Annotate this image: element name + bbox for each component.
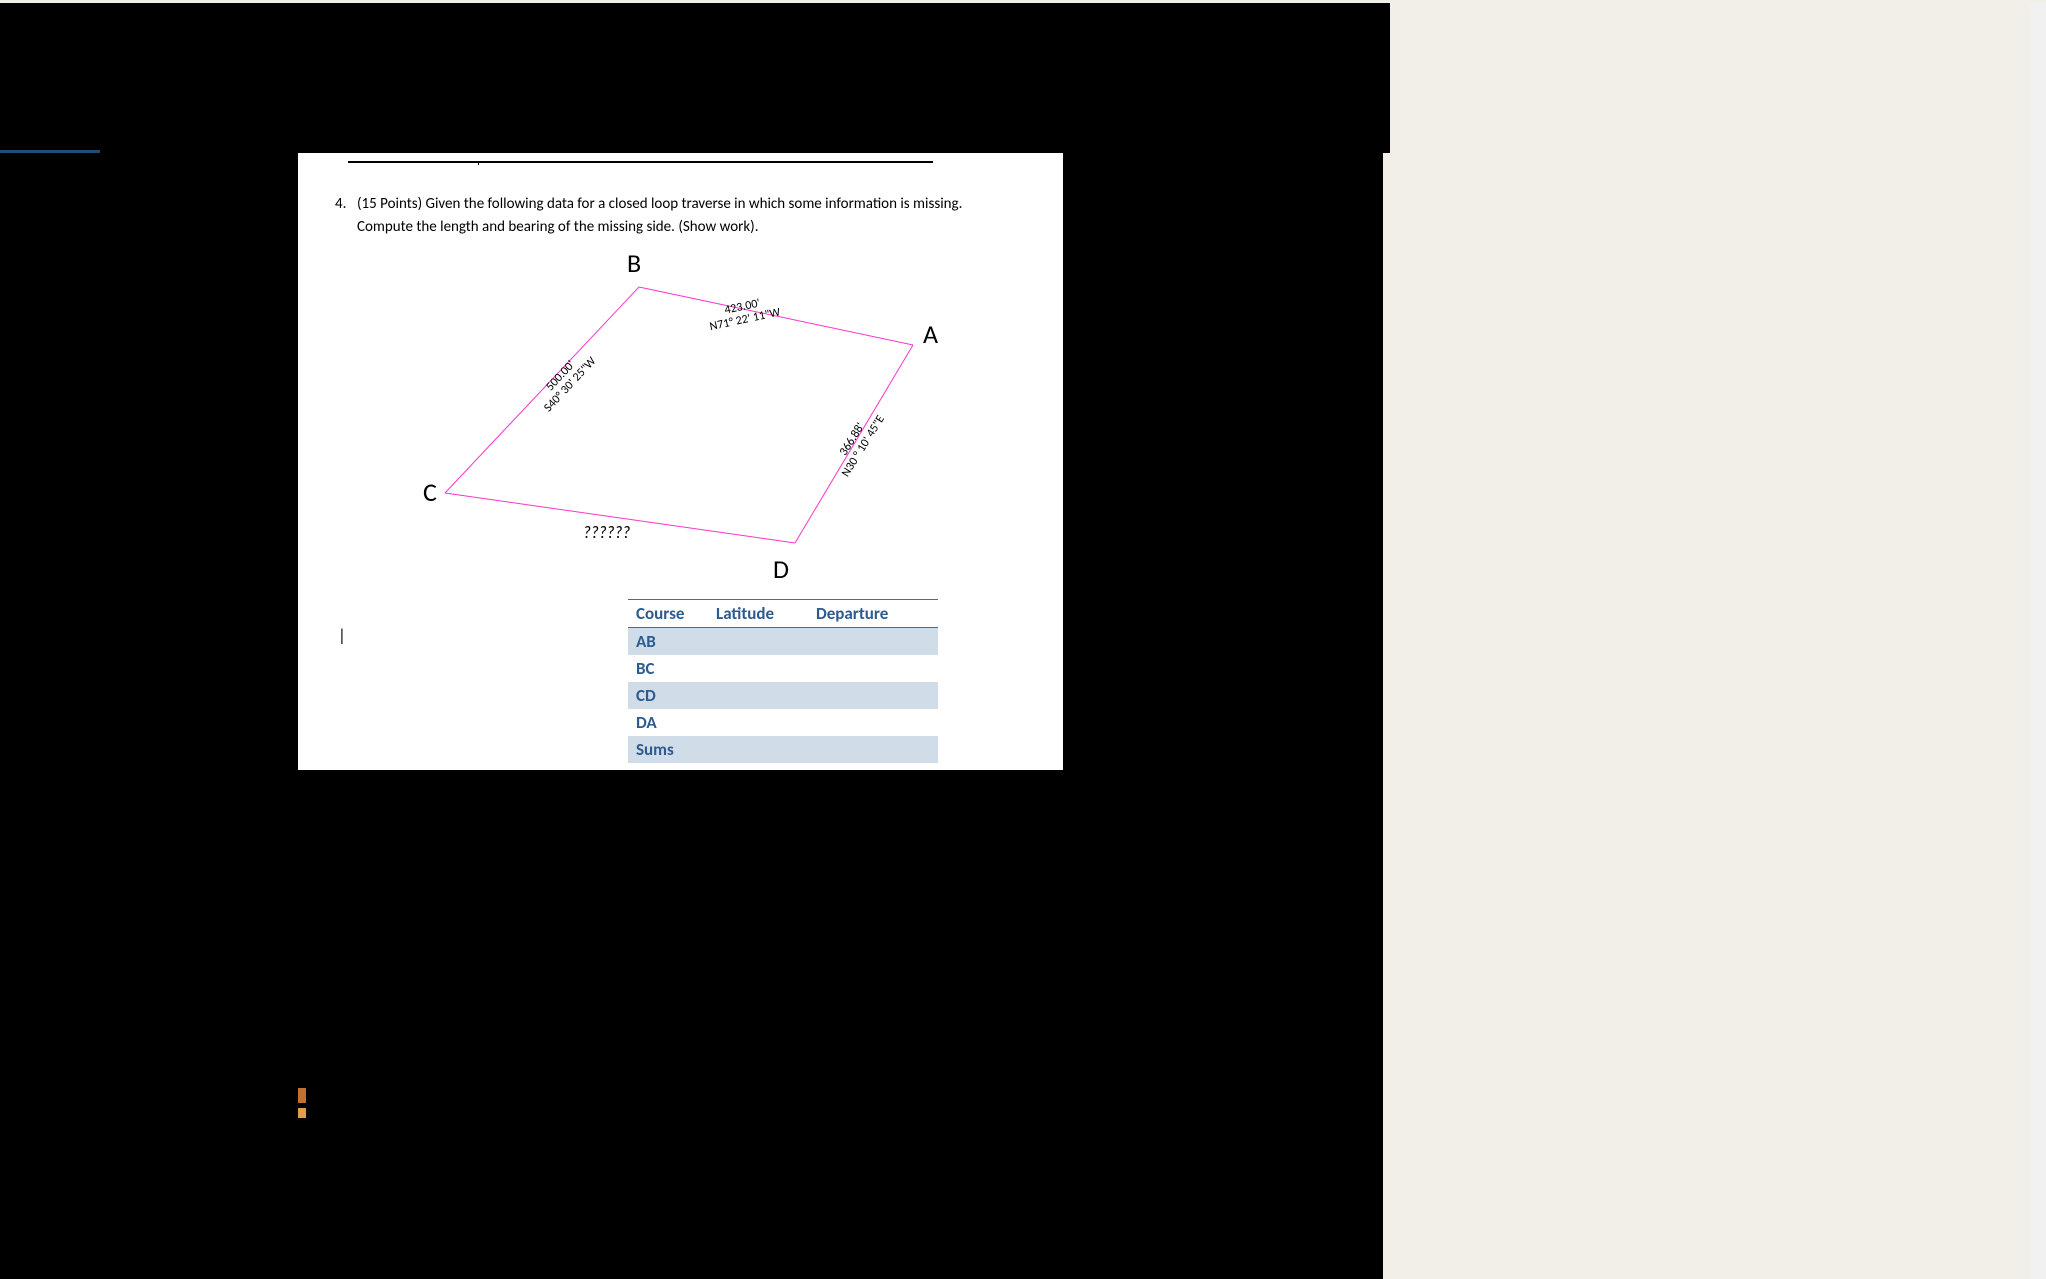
document-page: 4.(15 Points) Given the following data f… — [298, 153, 1063, 770]
table-header-row: Course Latitude Departure — [628, 600, 938, 628]
edge-label-DA: 366.88'N30 ° 10' 45"E — [828, 406, 888, 480]
edge-BC — [445, 287, 639, 493]
table-row: AB — [628, 628, 938, 656]
vertex-label-B: B — [627, 247, 641, 279]
vertex-label-A: A — [923, 318, 938, 350]
row-departure — [808, 736, 938, 763]
row-departure — [808, 628, 938, 656]
table-row: CD — [628, 682, 938, 709]
page-top-rule — [348, 161, 933, 163]
table-row: Sums — [628, 736, 938, 763]
latitude-departure-table: Course Latitude Departure ABBCCDDASums — [628, 599, 938, 763]
edge-label-AB: 423.00'N71° 22' 11"W — [706, 293, 782, 334]
question-text: 4.(15 Points) Given the following data f… — [335, 193, 1023, 238]
traverse-diagram: A B C D 423.00'N71° 22' 11"W 500.00'S40° 30'… — [343, 243, 993, 613]
row-label: AB — [628, 628, 708, 656]
black-region-top — [0, 3, 1380, 153]
row-departure — [808, 709, 938, 736]
black-region-top-edge — [1380, 3, 1390, 153]
header-course: Course — [628, 600, 708, 628]
vertical-scrollbar[interactable] — [2030, 3, 2046, 1279]
header-departure: Departure — [808, 600, 938, 628]
row-label: DA — [628, 709, 708, 736]
left-tick-2 — [298, 1108, 306, 1118]
table-row: BC — [628, 655, 938, 682]
table: Course Latitude Departure ABBCCDDASums — [628, 599, 938, 763]
row-latitude — [708, 736, 808, 763]
text-cursor: | — [338, 625, 346, 646]
question-number: 4. — [335, 193, 357, 216]
row-latitude — [708, 682, 808, 709]
row-latitude — [708, 709, 808, 736]
vertex-label-D: D — [773, 553, 789, 585]
black-region-bottom — [0, 770, 1383, 1279]
row-latitude — [708, 655, 808, 682]
left-tick-1 — [298, 1088, 306, 1103]
accent-line — [0, 150, 100, 153]
question-line-2: Compute the length and bearing of the mi… — [357, 216, 1023, 239]
row-departure — [808, 682, 938, 709]
vertex-label-C: C — [423, 476, 437, 508]
row-label: Sums — [628, 736, 708, 763]
row-label: BC — [628, 655, 708, 682]
row-label: CD — [628, 682, 708, 709]
header-latitude: Latitude — [708, 600, 808, 628]
row-departure — [808, 655, 938, 682]
question-line-1: (15 Points) Given the following data for… — [357, 195, 962, 213]
row-latitude — [708, 628, 808, 656]
edge-label-CD-unknown: ?????? — [583, 522, 630, 543]
table-row: DA — [628, 709, 938, 736]
edge-label-BC: 500.00'S40° 30' 25"W — [532, 345, 599, 415]
